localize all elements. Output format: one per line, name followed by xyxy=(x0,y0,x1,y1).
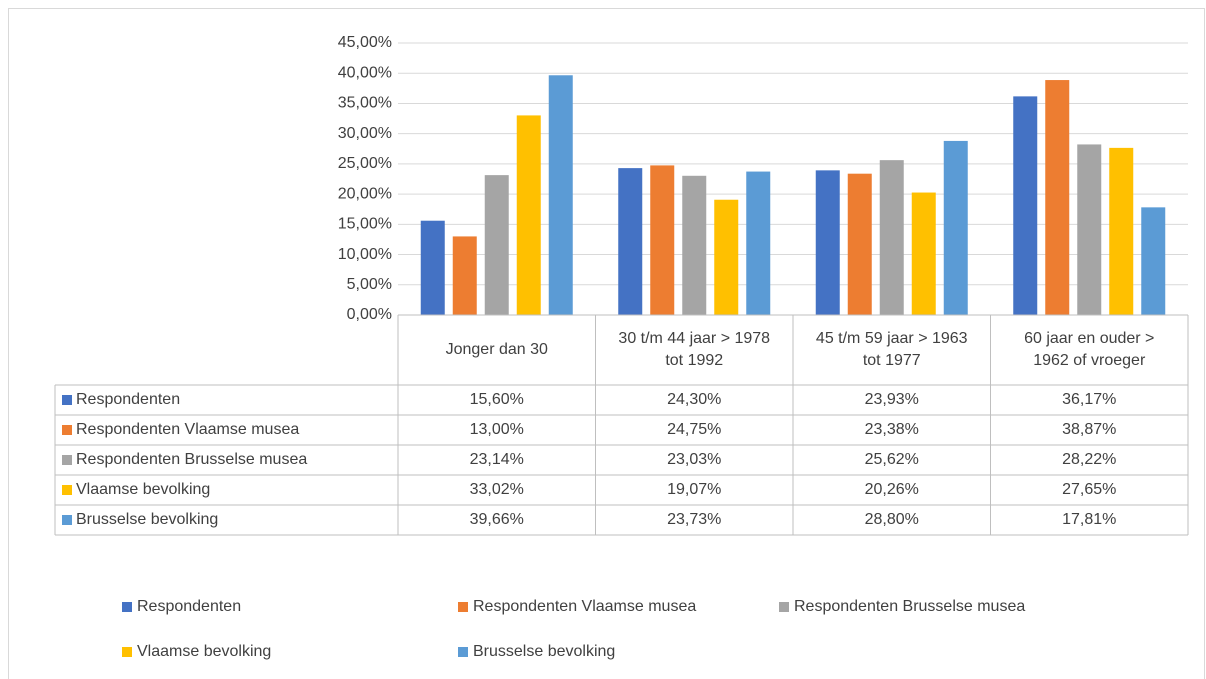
data-label: 13,00% xyxy=(470,421,524,438)
data-label: 39,66% xyxy=(470,511,524,528)
bar xyxy=(452,236,477,315)
data-label: 19,07% xyxy=(667,481,721,498)
bar xyxy=(943,140,968,315)
legend-label: Brusselse bevolking xyxy=(473,643,615,660)
bar xyxy=(1013,96,1038,316)
legend-key xyxy=(62,425,72,435)
data-label: 36,17% xyxy=(1062,391,1116,408)
bar xyxy=(516,115,541,315)
bar xyxy=(650,165,675,315)
y-tick-label: 45,00% xyxy=(338,34,392,51)
data-label: 23,38% xyxy=(865,421,919,438)
row-label: Vlaamse bevolking xyxy=(76,481,210,498)
row-label: Respondenten Brusselse musea xyxy=(76,451,307,468)
data-label: 27,65% xyxy=(1062,481,1116,498)
data-label: 28,80% xyxy=(865,511,919,528)
bar xyxy=(847,173,872,315)
bar xyxy=(879,160,904,315)
row-label: Respondenten xyxy=(76,391,180,408)
legend-key xyxy=(458,647,468,657)
data-label: 23,93% xyxy=(865,391,919,408)
bar xyxy=(746,171,771,315)
legend-key xyxy=(779,602,789,612)
legend-label: Respondenten xyxy=(137,598,241,615)
legend-key xyxy=(122,602,132,612)
chart-frame xyxy=(8,8,1205,679)
data-label: 23,03% xyxy=(667,451,721,468)
legend-key xyxy=(62,395,72,405)
data-label: 15,60% xyxy=(470,391,524,408)
y-tick-label: 15,00% xyxy=(338,216,392,233)
y-tick-label: 40,00% xyxy=(338,64,392,81)
bar xyxy=(682,175,707,315)
y-tick-label: 5,00% xyxy=(347,276,392,293)
legend-label: Vlaamse bevolking xyxy=(137,643,271,660)
legend-label: Respondenten Vlaamse musea xyxy=(473,598,696,615)
data-label: 20,26% xyxy=(865,481,919,498)
bar xyxy=(714,199,739,315)
y-tick-label: 20,00% xyxy=(338,185,392,202)
legend-key xyxy=(122,647,132,657)
data-label: 23,14% xyxy=(470,451,524,468)
bar xyxy=(1141,207,1166,315)
y-tick-label: 25,00% xyxy=(338,155,392,172)
bar xyxy=(618,168,643,315)
bar xyxy=(911,192,936,315)
bar xyxy=(1077,144,1102,315)
data-label: 24,75% xyxy=(667,421,721,438)
data-label: 33,02% xyxy=(470,481,524,498)
y-tick-label: 35,00% xyxy=(338,95,392,112)
data-label: 24,30% xyxy=(667,391,721,408)
legend-label: Respondenten Brusselse musea xyxy=(794,598,1025,615)
legend-key xyxy=(62,485,72,495)
bar xyxy=(548,75,573,315)
bar xyxy=(484,175,509,315)
x-tick-label: Jonger dan 30 xyxy=(445,341,548,358)
legend-key xyxy=(458,602,468,612)
bar xyxy=(815,170,840,315)
legend-key xyxy=(62,455,72,465)
data-label: 17,81% xyxy=(1062,511,1116,528)
bar xyxy=(1045,80,1070,315)
bar xyxy=(1109,147,1134,315)
data-label: 38,87% xyxy=(1062,421,1116,438)
y-tick-label: 30,00% xyxy=(338,125,392,142)
x-tick-label: 60 jaar en ouder > 1962 of vroeger xyxy=(1024,330,1155,369)
x-tick-label: 45 t/m 59 jaar > 1963 tot 1977 xyxy=(815,330,968,369)
data-label: 25,62% xyxy=(865,451,919,468)
y-tick-label: 10,00% xyxy=(338,246,392,263)
legend-key xyxy=(62,515,72,525)
data-label: 23,73% xyxy=(667,511,721,528)
row-label: Respondenten Vlaamse musea xyxy=(76,421,299,438)
bar xyxy=(420,220,445,315)
row-label: Brusselse bevolking xyxy=(76,511,218,528)
x-tick-label: 30 t/m 44 jaar > 1978 tot 1992 xyxy=(618,330,771,369)
data-label: 28,22% xyxy=(1062,451,1116,468)
y-tick-label: 0,00% xyxy=(347,306,392,323)
